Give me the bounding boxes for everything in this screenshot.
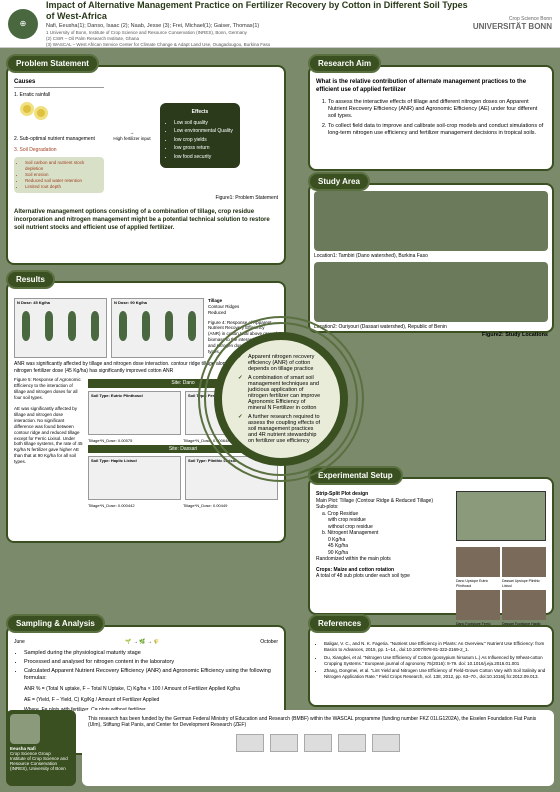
total-plots: A total of 48 sub plots under each soil … xyxy=(316,573,450,580)
header: ⊕ Impact of Alternative Management Pract… xyxy=(0,0,560,48)
author-card: Eeusha Nafi Crop Science Group Institute… xyxy=(6,710,76,786)
ae-text: AE was significantly affected by tillage… xyxy=(14,406,84,464)
oct-label: October xyxy=(260,639,278,646)
ae-chart-3: Soil Type: Haplic Lixisol xyxy=(88,456,181,500)
funding-text: This research has been funded by the Ger… xyxy=(88,716,548,728)
cause-3: 3. Soil Degradation xyxy=(14,147,104,154)
finding-2: A combination of smart soil management t… xyxy=(238,375,324,411)
aim-section: Research Aim What is the relative contri… xyxy=(308,54,554,171)
effect-5: low food security xyxy=(174,154,234,161)
experimental-section: Experimental Setup Strip-Split Plot desi… xyxy=(308,466,554,615)
aim-item-1: To assess the interactive effects of til… xyxy=(328,99,546,120)
problem-title: Problem Statement xyxy=(6,54,99,73)
cause-1: 1. Erratic rainfall xyxy=(14,92,104,99)
funder-logo-1 xyxy=(236,734,264,752)
aim-title: Research Aim xyxy=(308,54,381,73)
affiliation-2: (2) CSIR – Oil Palm Research Institute, … xyxy=(46,36,473,41)
funder-logo-2 xyxy=(270,734,298,752)
footer: Eeusha Nafi Crop Science Group Institute… xyxy=(6,710,554,786)
effect-arrow-label: High fertilizer input xyxy=(112,136,152,142)
ref-2: Du, Xiangbei, et al. "Nitrogen Use Effic… xyxy=(324,655,546,667)
author-avatar xyxy=(10,714,40,744)
affiliation-3: (3) WASCAL – West African Service Center… xyxy=(46,42,473,47)
effects-box: Effects Low soil quality Low environment… xyxy=(160,103,240,168)
references-section: References Baligar, V. C., and N. K. Fag… xyxy=(308,614,554,707)
authors: Nafi, Eeusha(1); Danso, Isaac (2); Naab,… xyxy=(46,23,473,29)
randomized: Randomized within the main plots xyxy=(316,556,450,563)
funding-box: This research has been funded by the Ger… xyxy=(82,710,554,786)
ref-1: Baligar, V. C., and N. K. Fageria. "Nutr… xyxy=(324,641,546,653)
effect-3: low crop yields xyxy=(174,137,234,144)
effect-1: Low soil quality xyxy=(174,120,234,127)
ae-chart-1: Soil Type: Eutric Plinthosol xyxy=(88,391,181,435)
sample-3: Calculated Apparent Nutrient Recovery Ef… xyxy=(24,668,278,682)
flower-icon xyxy=(14,102,54,132)
sample-1: Sampled during the physiological maturit… xyxy=(24,650,278,657)
ref-3: Zhang, Dongmei, et al. "Lint Yield and N… xyxy=(324,668,546,680)
anr-chart-1: N Dose: 45 Kg/ha xyxy=(14,298,107,358)
effects-heading: Effects xyxy=(166,109,234,116)
soil-image-1 xyxy=(456,547,500,577)
causes-heading: Causes xyxy=(14,79,104,88)
anr-formula: ANR % = (Total N uptake, F – Total N Upt… xyxy=(24,686,278,693)
effect-4: low gross return xyxy=(174,145,234,152)
center-findings: Apparent nitrogen recovery efficiency (A… xyxy=(214,332,348,466)
location-2: Location2: Ouriyouri (Dassari watershed)… xyxy=(314,324,548,331)
alternative-text: Alternative management options consistin… xyxy=(14,209,278,232)
problem-section: Problem Statement Causes 1. Erratic rain… xyxy=(6,54,286,265)
figure2-label: Figure2: Study Locations xyxy=(314,332,548,339)
affiliation-1: 1 University of Bonn, Institute of Crop … xyxy=(46,30,473,35)
plant-growth-icon: 🌱 → 🌿 → 🌾 xyxy=(125,639,159,646)
finding-1: Apparent nitrogen recovery efficiency (A… xyxy=(238,354,324,372)
location-1: Location1: Tambiri (Dano watershed), Bur… xyxy=(314,253,548,260)
effect-2: Low environmental Quality xyxy=(174,128,234,135)
sampling-title: Sampling & Analysis xyxy=(6,614,105,633)
author-inst: Institute of Crop Science and Resource C… xyxy=(10,756,72,771)
soil-effects-box: Soil carbon and nutrient stock depletion… xyxy=(14,157,104,192)
study-title: Study Area xyxy=(308,172,370,191)
finding-3: A further research required to assess th… xyxy=(238,414,324,444)
plot-diagram xyxy=(456,491,546,541)
figure1-label: Figure1: Problem Statement xyxy=(14,195,278,202)
wascal-logo: ⊕ xyxy=(8,9,38,39)
soil-image-2 xyxy=(502,547,546,577)
funder-logos xyxy=(88,734,548,752)
june-label: June xyxy=(14,639,25,646)
tillage-2: Reduced xyxy=(208,310,278,316)
aim-question: What is the relative contribution of alt… xyxy=(316,79,546,95)
ae-formula: AE = (Yield, F – Yield, C) Kg/Kg / Amoun… xyxy=(24,697,278,704)
soil-item-4: Limited root depth xyxy=(25,184,101,190)
funder-logo-5 xyxy=(372,734,400,752)
aim-item-2: To collect field data to improve and cal… xyxy=(328,123,546,137)
header-right: Crop Science Bonn UNIVERSITÄT BONN xyxy=(473,16,552,31)
refs-title: References xyxy=(308,614,371,633)
study-section: Study Area Location1: Tambiri (Dano wate… xyxy=(308,172,554,333)
header-text: Impact of Alternative Management Practic… xyxy=(46,0,473,47)
funder-logo-3 xyxy=(304,734,332,752)
funder-logo-4 xyxy=(338,734,366,752)
sample-2: Processed and analysed for nitrogen cont… xyxy=(24,659,278,666)
poster-title: Impact of Alternative Management Practic… xyxy=(46,0,473,21)
fig5-caption: Figure 5: Response of Agronomic Efficien… xyxy=(14,377,84,400)
map-image-2 xyxy=(314,262,548,322)
soil-item-1: Soil carbon and nutrient stock depletion xyxy=(25,160,101,172)
cause-2: 2. Sub-optimal nutrient management xyxy=(14,136,104,143)
results-title: Results xyxy=(6,270,55,289)
uni-logo: UNIVERSITÄT BONN xyxy=(473,22,552,31)
map-image-1 xyxy=(314,191,548,251)
anr-chart-2: N Dose: 90 Kg/ha xyxy=(111,298,204,358)
